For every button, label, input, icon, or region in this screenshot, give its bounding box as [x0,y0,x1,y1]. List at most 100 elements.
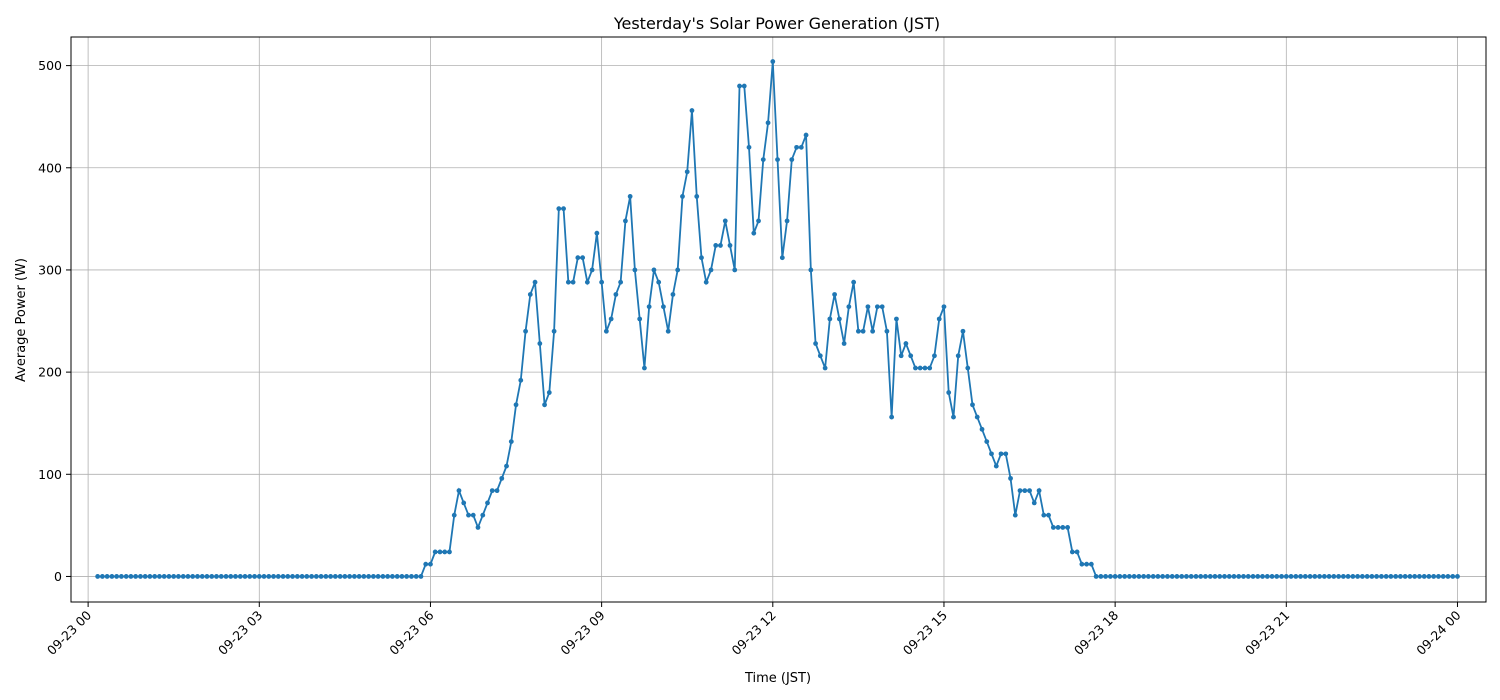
y-axis-ticks: 0 100 200 300 400 500 [38,58,71,584]
data-point [575,255,581,261]
data-point [218,574,224,579]
data-point [161,574,167,579]
data-point [299,574,305,579]
data-point [855,328,861,334]
data-point [294,574,300,579]
data-point [1293,574,1299,579]
data-point [737,83,742,89]
data-point [827,316,833,322]
x-tick-label: 09-23 00 [44,607,94,657]
data-point [546,390,552,395]
data-point [1236,574,1242,579]
y-tick-label: 300 [38,262,62,277]
data-point [1222,574,1227,579]
data-point [114,574,120,579]
data-point [485,500,490,506]
data-point [789,157,795,163]
data-point [556,206,562,212]
data-point [613,292,619,297]
data-point [399,574,405,579]
data-point [280,574,286,579]
data-point [889,414,895,420]
chart-title: Yesterday's Solar Power Generation (JST) [613,14,940,33]
data-point [1198,574,1204,579]
data-point [1407,574,1413,579]
data-point [775,157,780,163]
data-point [727,243,733,248]
data-point [166,574,172,579]
data-point [1260,574,1265,579]
data-point [884,328,890,334]
data-point [627,193,633,199]
data-point [1155,574,1161,579]
data-point [1108,574,1113,579]
data-point [1017,488,1023,494]
data-point [1141,574,1147,579]
data-point [423,561,429,567]
data-point [1455,574,1460,579]
data-point [318,574,324,579]
data-point [1098,574,1104,579]
data-point [1065,525,1071,530]
data-point [813,341,818,346]
data-point [304,574,310,579]
data-point [779,255,785,261]
data-point [337,574,343,579]
data-point [1345,574,1351,579]
data-point [979,426,985,432]
data-point [523,328,528,334]
data-point [394,574,400,579]
data-point [932,353,937,359]
data-point [551,328,557,334]
data-point [661,304,666,310]
data-point [851,279,857,285]
data-point [252,574,257,579]
data-point [846,304,852,310]
data-point [817,353,823,359]
data-point [185,574,191,579]
data-point [632,267,638,273]
data-point [1317,574,1322,579]
data-point [870,328,876,334]
data-point [494,488,500,494]
data-point [1179,574,1185,579]
data-point [822,365,828,371]
data-point [313,574,319,579]
data-point [1122,574,1128,579]
y-tick-label: 500 [38,58,62,73]
x-tick-label: 09-23 12 [729,608,779,658]
data-point [466,512,471,518]
series-line [97,61,1458,578]
data-point [1393,574,1399,579]
data-point [1079,561,1085,567]
data-point [176,574,181,579]
data-point [1364,574,1370,579]
data-point [974,414,980,420]
data-point [1426,574,1432,579]
data-point [237,574,243,579]
data-point [599,279,605,285]
data-point [271,574,276,579]
data-point [1212,574,1218,579]
data-point [1336,574,1342,579]
data-point [1084,561,1089,567]
data-point [1288,574,1294,579]
data-point [565,279,571,285]
data-point [1217,574,1223,579]
data-point [456,488,462,494]
data-point [879,304,885,310]
data-point [580,255,586,261]
data-point [675,267,681,273]
data-point [1069,549,1075,555]
x-tick-label: 09-23 21 [1242,608,1292,658]
data-point [1326,574,1332,579]
data-point [328,574,334,579]
plot-frame [70,36,1487,603]
data-point [917,365,923,371]
data-point [209,574,215,579]
data-point [442,549,448,555]
data-point [1046,512,1051,518]
data-point [561,206,566,212]
data-point [936,316,942,322]
